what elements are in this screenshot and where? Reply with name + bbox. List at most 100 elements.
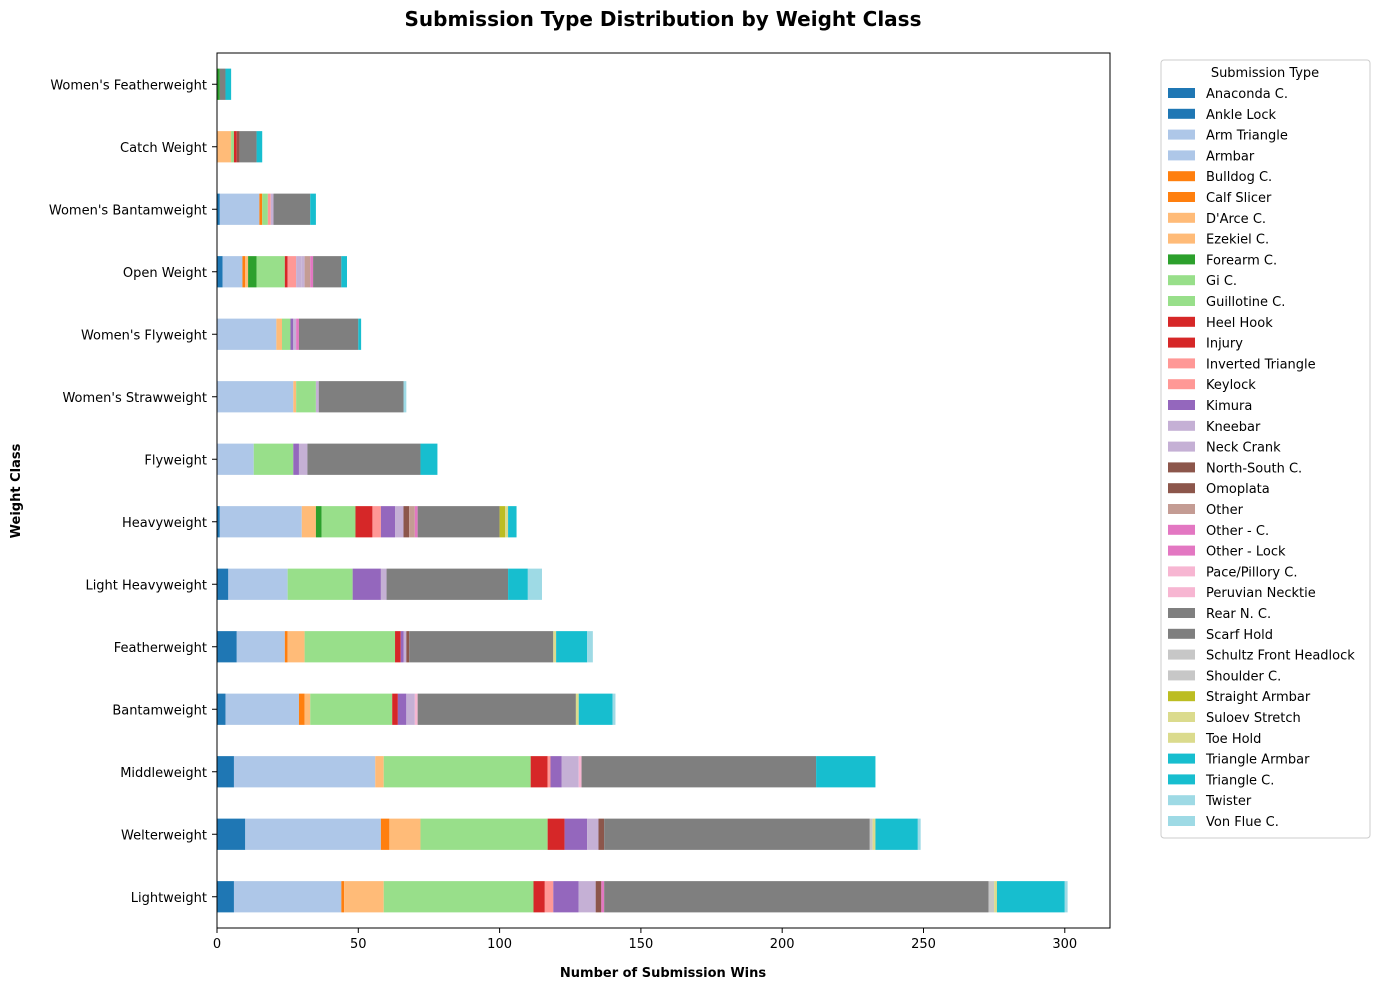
legend-swatch: [1168, 296, 1195, 306]
legend-label: Inverted Triangle: [1206, 357, 1316, 372]
legend-swatch: [1168, 275, 1195, 286]
bar-catch-weight-north-south-c: [236, 131, 240, 163]
bar-flyweight-arm-triangle: [217, 443, 254, 475]
bar-lightweight-inverted-triangle: [544, 881, 554, 913]
legend-label: Rear N. C.: [1206, 607, 1271, 622]
legend-swatch: [1168, 441, 1195, 452]
bar-featherweight-guillotine-c: [304, 631, 396, 663]
bar-light-heavyweight-guillotine-c: [287, 568, 353, 600]
y-tick-label: Women's Featherweight: [50, 78, 207, 93]
bar-heavyweight-kneebar: [395, 506, 404, 538]
bar-bantamweight-guillotine-c: [310, 693, 393, 725]
x-tick-label: 200: [770, 937, 795, 952]
legend-label: Neck Crank: [1206, 441, 1281, 456]
bar-middleweight-pace-pillory-c: [578, 756, 582, 788]
legend-swatch: [1168, 628, 1195, 639]
legend-swatch: [1168, 129, 1195, 140]
bar-welterweight-anaconda-c: [217, 818, 246, 850]
bar-light-heavyweight-arm-triangle: [228, 568, 288, 600]
bar-light-heavyweight-von-flue-c: [527, 568, 542, 600]
bar-lightweight-suloev-stretch: [994, 881, 997, 913]
legend-swatch: [1168, 192, 1195, 202]
bar-women-s-featherweight-triangle-c: [225, 68, 232, 100]
x-axis-label: Number of Submission Wins: [560, 966, 766, 981]
bar-featherweight-d-arce-c: [287, 631, 305, 663]
legend-label: Armbar: [1206, 149, 1255, 164]
bar-featherweight-suloev-stretch: [553, 631, 557, 663]
bar-women-s-bantamweight-bulldog-c: [259, 193, 263, 225]
legend-swatch: [1168, 795, 1195, 806]
bar-bantamweight-rear-n-c: [417, 693, 576, 725]
bar-heavyweight-kimura: [380, 506, 396, 538]
bar-middleweight-guillotine-c: [383, 756, 531, 788]
legend-label: Anaconda C.: [1206, 87, 1288, 102]
bar-flyweight-kimura: [293, 443, 299, 475]
bar-open-weight-rear-n-c: [313, 256, 342, 288]
legend-items: Anaconda C. Ankle Lock Arm Triangle Armbar B…: [1168, 87, 1355, 830]
legend-swatch: [1168, 691, 1195, 702]
bar-bantamweight-anaconda-c: [217, 693, 226, 725]
legend-label: Von Flue C.: [1206, 815, 1279, 830]
legend-swatch: [1168, 524, 1195, 535]
y-tick-label: Light Heavyweight: [85, 578, 207, 593]
bar-welterweight-kneebar: [587, 818, 599, 850]
x-tick-label: 300: [1052, 937, 1077, 952]
bar-catch-weight-d-arce-c: [217, 131, 232, 163]
y-tick-label: Bantamweight: [112, 703, 207, 718]
bar-light-heavyweight-kimura: [352, 568, 381, 600]
bar-women-s-flyweight-other-lock: [296, 318, 299, 350]
bar-featherweight-heel-hook: [395, 631, 401, 663]
bar-women-s-bantamweight-triangle-c: [310, 193, 316, 225]
bar-women-s-flyweight-kimura: [290, 318, 294, 350]
bar-bantamweight-arm-triangle: [225, 693, 299, 725]
legend-title: Submission Type: [1211, 66, 1319, 81]
bar-light-heavyweight-anaconda-c: [217, 568, 229, 600]
bar-lightweight-von-flue-c: [1064, 881, 1068, 913]
bar-open-weight-anaconda-c: [217, 256, 223, 288]
bar-flyweight-kneebar: [298, 443, 308, 475]
bar-lightweight-triangle-c: [996, 881, 1065, 913]
legend-label: Ankle Lock: [1206, 108, 1277, 123]
legend-swatch: [1168, 712, 1195, 722]
legend-label: Triangle Armbar: [1205, 753, 1310, 768]
bar-welterweight-bulldog-c: [380, 818, 390, 850]
bar-featherweight-triangle-c: [556, 631, 588, 663]
legend-swatch: [1168, 337, 1195, 348]
bar-bantamweight-heel-hook: [392, 693, 398, 725]
legend-swatch: [1168, 587, 1195, 598]
bar-open-weight-other-lock: [310, 256, 314, 288]
bar-women-s-strawweight-kneebar: [315, 381, 319, 413]
legend-label: Schultz Front Headlock: [1206, 649, 1355, 664]
bar-open-weight-arm-triangle: [222, 256, 243, 288]
bar-catch-weight-rear-n-c: [239, 131, 257, 163]
legend-label: Twister: [1205, 794, 1252, 809]
bar-bantamweight-kneebar: [406, 693, 415, 725]
bar-heavyweight-rear-n-c: [417, 506, 500, 538]
legend-swatch: [1168, 88, 1195, 98]
bar-lightweight-kimura: [553, 881, 579, 913]
bar-heavyweight-guillotine-c: [321, 506, 356, 538]
y-tick-label: Women's Flyweight: [81, 328, 207, 343]
bar-heavyweight-other: [409, 506, 415, 538]
legend-label: North-South C.: [1206, 461, 1302, 476]
bar-featherweight-bulldog-c: [284, 631, 288, 663]
bar-open-weight-neck-crank: [301, 256, 305, 288]
legend-swatch: [1168, 233, 1195, 244]
bar-women-s-flyweight-arm-triangle: [217, 318, 277, 350]
legend: Submission Type Anaconda C. Ankle Lock Arm…: [1160, 59, 1371, 839]
x-tick-label: 150: [628, 937, 653, 952]
bar-middleweight-triangle-c: [816, 756, 876, 788]
bar-middleweight-rear-n-c: [581, 756, 817, 788]
bar-light-heavyweight-rear-n-c: [386, 568, 509, 600]
bar-heavyweight-other-lock: [414, 506, 418, 538]
bar-women-s-flyweight-d-arce-c: [276, 318, 282, 350]
legend-label: Keylock: [1206, 378, 1256, 393]
bar-welterweight-triangle-c: [875, 818, 918, 850]
bars-layer: [217, 68, 1068, 913]
x-tick-label: 250: [911, 937, 936, 952]
legend-swatch: [1168, 483, 1195, 494]
bar-heavyweight-forearm-c: [315, 506, 322, 538]
legend-swatch: [1168, 753, 1195, 764]
bar-heavyweight-anaconda-c: [217, 506, 220, 538]
